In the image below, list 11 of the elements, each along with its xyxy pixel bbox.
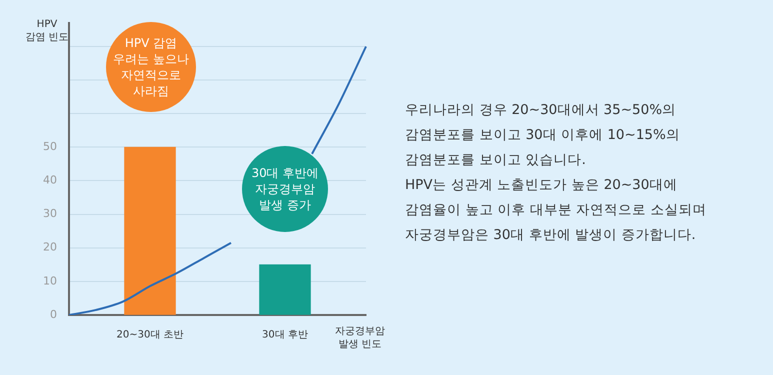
y-tick-label: 20 [43, 240, 57, 254]
y-tick-label: 30 [43, 207, 57, 220]
x-axis-title: 자궁경부암 발생 빈도 [334, 325, 386, 351]
y-axis-title: HPV 감염 빈도 [24, 18, 70, 44]
y-tick-label: 50 [43, 140, 57, 154]
y-tick-label: 10 [43, 274, 57, 288]
y-tick-label: 40 [43, 174, 57, 187]
y-tick-label: 0 [50, 308, 57, 321]
x-tick-label: 20~30대 초반 [116, 330, 184, 341]
text: 우리나라의 경우 20~30대에서 35~50%의 감염분포를 보이고 30대 이후에 10~15%의 감염분포를 보이고 있습니다. HPV는 성관계 노출빈도가 높은 20~30대에 감염율이 높고 이후 대부분 자연적으로 소실되며 자궁경부암은 30대 후반에 발생이 증가합니다. [405, 101, 706, 245]
x-tick-label: 30대 후반 [262, 330, 308, 341]
